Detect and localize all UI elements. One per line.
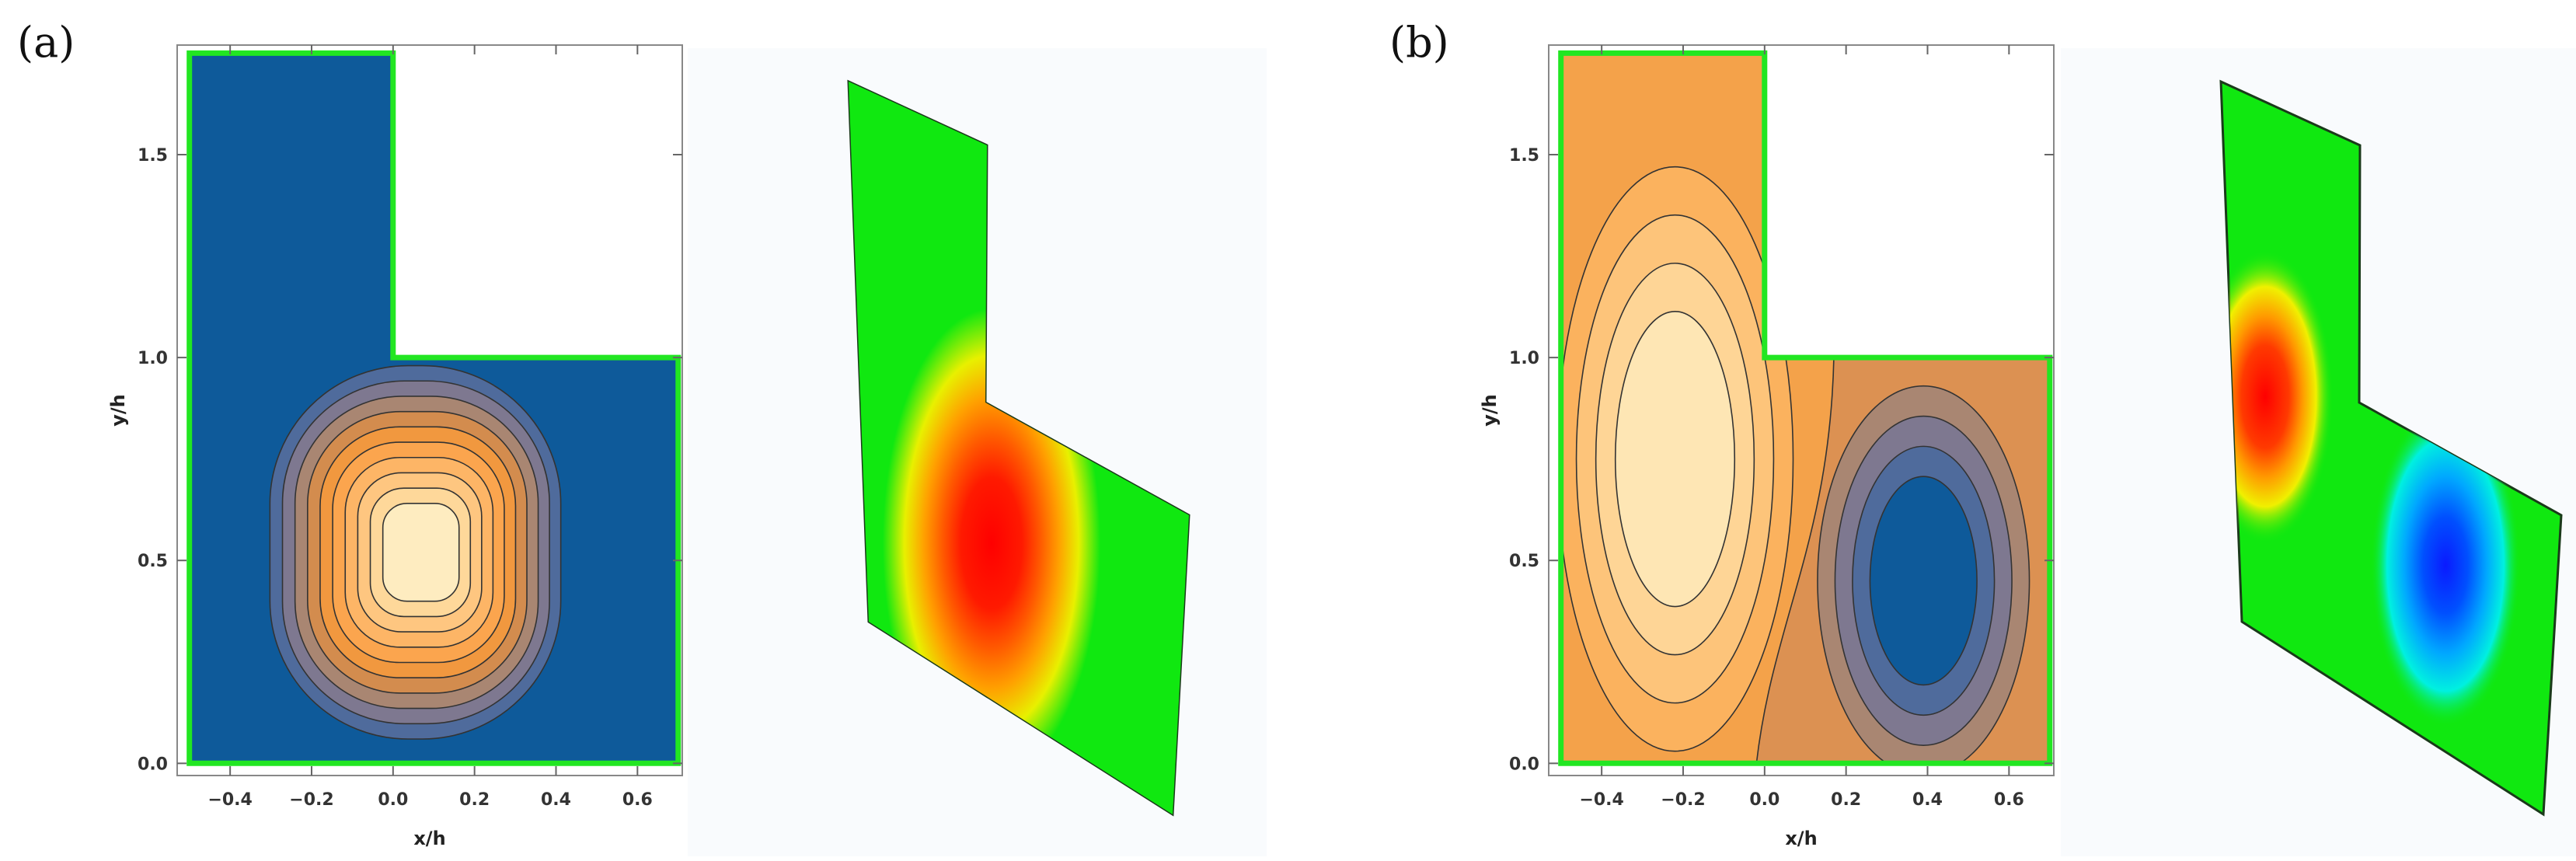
x-tick-label: 0.4 (541, 790, 571, 810)
x-tick-label: −0.2 (1661, 790, 1705, 810)
x-tick-label: 0.0 (1749, 790, 1779, 810)
contour-positive-level-4 (1614, 310, 1736, 608)
x-tick-label: 0.6 (1994, 790, 2024, 810)
surface-3d-a (688, 48, 1267, 856)
surface-peak-a (849, 82, 1189, 814)
x-tick-label: 0.2 (459, 790, 490, 810)
panel-letter-b: (b) (1389, 18, 1449, 67)
x-tick-label: −0.2 (289, 790, 333, 810)
y-tick-label: 1.0 (1509, 349, 1539, 368)
y-tick-label: 0.5 (1509, 552, 1539, 571)
axis-ticks-b: −0.4 −0.2 0.0 0.2 0.4 0.6 0.0 0.5 1.0 1.5 (1509, 45, 2054, 810)
x-axis-label-a: x/h (413, 828, 445, 849)
y-tick-label: 1.5 (138, 146, 168, 166)
contour-level-10 (382, 503, 460, 602)
y-axis-label-a: y/h (107, 394, 129, 427)
y-axis-label-b: y/h (1479, 394, 1501, 427)
y-tick-label: 1.0 (138, 349, 168, 368)
surface-trough-b (2221, 82, 2561, 814)
y-tick-label: 0.5 (138, 552, 168, 571)
x-tick-label: 0.0 (378, 790, 408, 810)
contour-plot-b: −0.4 −0.2 0.0 0.2 0.4 0.6 0.0 0.5 1.0 1.5 x/h y/h (1479, 44, 2055, 849)
y-tick-label: 0.0 (1509, 755, 1539, 774)
contour-negative-level-4 (1869, 476, 1978, 686)
panel-letter-a: (a) (17, 18, 75, 67)
x-tick-label: −0.4 (207, 790, 252, 810)
contour-plot-a: −0.4 −0.2 0.0 0.2 0.4 0.6 0.0 0.5 1.0 1.5 x/h y/h (107, 44, 683, 849)
x-tick-label: 0.4 (1912, 790, 1943, 810)
surface-3d-b (2061, 48, 2576, 856)
y-tick-label: 0.0 (138, 755, 168, 774)
axis-ticks-a: −0.4 −0.2 0.0 0.2 0.4 0.6 0.0 0.5 1.0 1.5 (138, 45, 682, 810)
x-axis-label-b: x/h (1785, 828, 1817, 849)
x-tick-label: 0.2 (1831, 790, 1861, 810)
y-tick-label: 1.5 (1509, 146, 1539, 166)
x-tick-label: 0.6 (622, 790, 653, 810)
x-tick-label: −0.4 (1579, 790, 1623, 810)
